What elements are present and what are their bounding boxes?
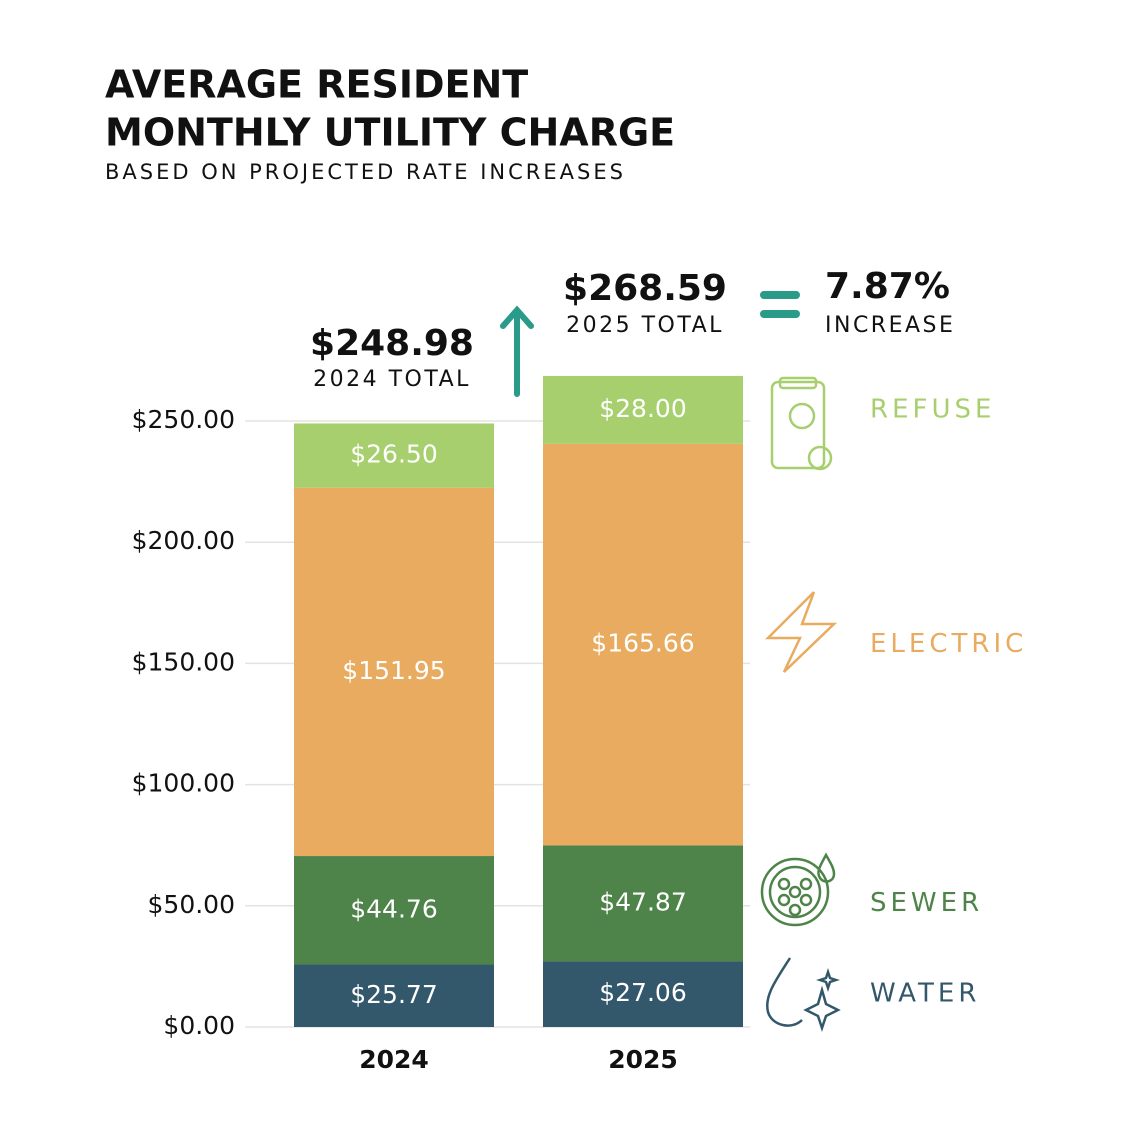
chart-title: MONTHLY UTILITY CHARGE — [105, 111, 675, 155]
sewer-icon — [760, 852, 836, 927]
data-label: $25.77 — [350, 980, 437, 1009]
chart-title: AVERAGE RESIDENT — [105, 63, 528, 107]
data-label: $26.50 — [350, 440, 437, 469]
bar-segment — [294, 856, 494, 965]
data-label: $47.87 — [599, 887, 686, 916]
y-tick-label: $150.00 — [132, 647, 235, 676]
refuse-icon — [770, 376, 833, 471]
equals-sign — [760, 291, 800, 318]
increase-label: 7.87% — [825, 266, 950, 307]
x-tick-label: 2024 — [359, 1045, 429, 1074]
bar-segment — [294, 423, 494, 488]
legend-label: REFUSE — [870, 394, 995, 424]
x-tick-label: 2025 — [608, 1045, 678, 1074]
total-label: $268.59 — [563, 268, 727, 309]
total-label: $248.98 — [310, 323, 474, 364]
y-tick-label: $0.00 — [163, 1011, 235, 1040]
data-label: $27.06 — [599, 978, 686, 1007]
increase-caption: INCREASE — [825, 313, 955, 338]
y-tick-label: $100.00 — [132, 769, 235, 798]
arrow-up — [500, 305, 534, 397]
legend-label: WATER — [870, 979, 980, 1009]
bar-segment — [543, 845, 743, 962]
data-label: $165.66 — [591, 629, 694, 658]
data-label: $151.95 — [342, 656, 445, 685]
bar-segment — [543, 443, 743, 846]
y-tick-label: $200.00 — [132, 526, 235, 555]
electric-icon — [764, 591, 838, 673]
legend-label: ELECTRIC — [870, 629, 1027, 659]
water-icon — [765, 957, 841, 1032]
total-caption: 2024 TOTAL — [313, 367, 471, 392]
y-tick-label: $250.00 — [132, 405, 235, 434]
data-label: $44.76 — [350, 894, 437, 923]
data-label: $28.00 — [599, 394, 686, 423]
bar-segment — [294, 487, 494, 857]
chart-subtitle: BASED ON PROJECTED RATE INCREASES — [105, 160, 626, 184]
y-tick-label: $50.00 — [148, 890, 235, 919]
bar-segment — [294, 964, 494, 1027]
bar-segment — [543, 375, 743, 444]
total-caption: 2025 TOTAL — [566, 313, 724, 338]
bar-segment — [543, 961, 743, 1027]
legend-label: SEWER — [870, 888, 983, 918]
